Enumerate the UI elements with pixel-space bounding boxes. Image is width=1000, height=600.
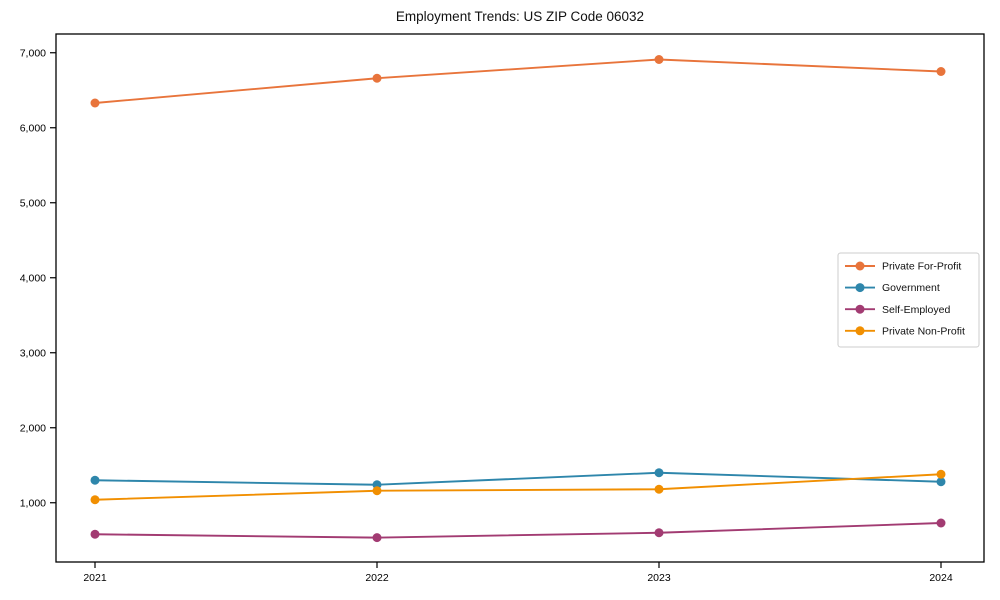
- legend-box: [837, 252, 980, 348]
- chart-title: Employment Trends: US ZIP Code 06032: [395, 9, 645, 24]
- y-tick-label: 5,000: [20, 197, 46, 209]
- data-point-private-for-profit: [90, 98, 100, 108]
- data-point-government: [936, 477, 946, 487]
- data-point-government: [90, 475, 100, 485]
- data-point-private-for-profit: [654, 55, 664, 64]
- legend-label: Private For-Profit: [882, 261, 961, 273]
- legend-sample-marker: [855, 261, 865, 271]
- legend: Private For-Profit Government Self-Employe…: [837, 252, 980, 348]
- data-point-self-employed: [936, 518, 946, 528]
- data-point-government: [654, 468, 664, 478]
- data-point-private-non-profit: [372, 486, 382, 496]
- data-point-private-non-profit: [90, 495, 100, 505]
- legend-sample-marker: [855, 283, 865, 293]
- y-tick-label: 4,000: [20, 272, 46, 284]
- y-tick-label: 7,000: [20, 47, 46, 59]
- x-tick-label: 2024: [929, 572, 953, 584]
- y-tick-label: 6,000: [20, 122, 46, 134]
- legend-sample-marker: [855, 326, 865, 336]
- series-line-government: [94, 471, 942, 486]
- data-point-self-employed: [654, 528, 664, 538]
- y-tick-label: 3,000: [20, 347, 46, 359]
- legend-label: Government: [882, 282, 940, 294]
- data-point-self-employed: [372, 533, 382, 543]
- data-point-self-employed: [90, 529, 100, 539]
- y-tick-label: 2,000: [20, 422, 46, 434]
- data-point-private-for-profit: [372, 73, 382, 83]
- y-tick-label: 1,000: [20, 497, 46, 509]
- legend-label: Self-Employed: [882, 304, 950, 316]
- x-tick-label: 2021: [83, 572, 107, 584]
- x-tick-label: 2022: [365, 572, 389, 584]
- legend-sample-marker: [855, 304, 865, 314]
- x-tick-label: 2023: [647, 572, 671, 584]
- series-line-self-employed: [94, 522, 942, 539]
- plot-box: [55, 33, 985, 563]
- data-point-private-non-profit: [654, 484, 664, 494]
- series-line-private-for-profit: [94, 58, 942, 104]
- data-point-private-for-profit: [936, 67, 946, 76]
- series-line-private-non-profit: [94, 473, 942, 501]
- data-point-private-non-profit: [936, 469, 946, 479]
- legend-label: Private Non-Profit: [882, 325, 965, 337]
